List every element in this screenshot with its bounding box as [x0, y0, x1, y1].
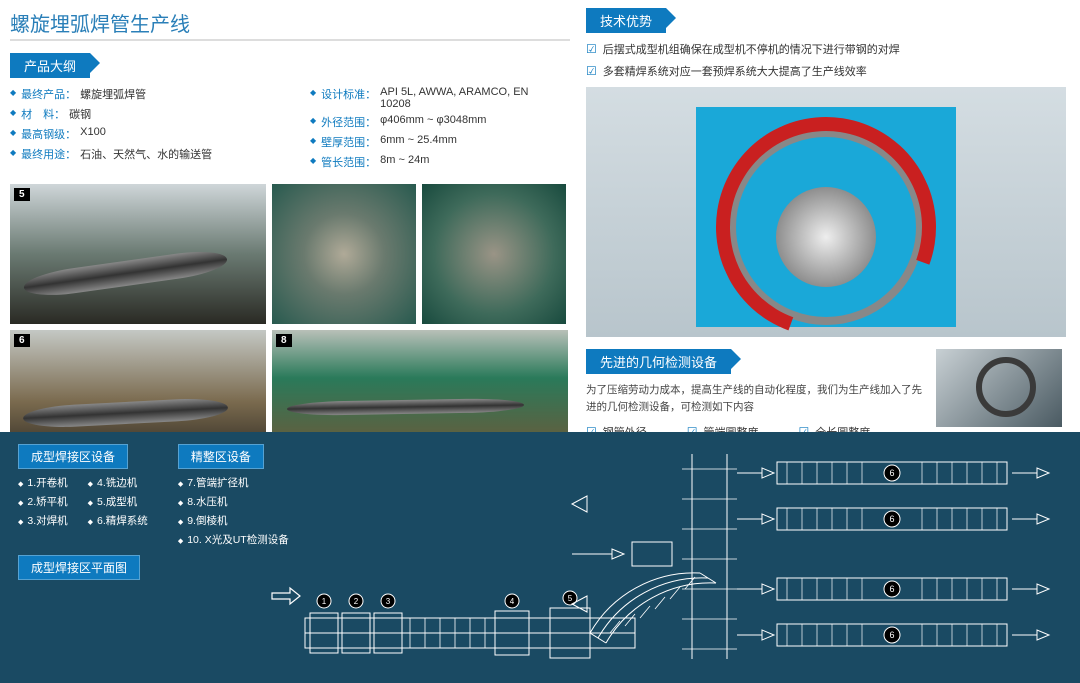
geo-header: 先进的几何检测设备	[586, 349, 731, 374]
equip-item: 4.铣边机	[88, 475, 148, 490]
spec-value: 石油、天然气、水的输送管	[80, 146, 212, 162]
equip-item: 6.精焊系统	[88, 513, 148, 528]
photo-badge: 5	[14, 188, 30, 201]
svg-text:6: 6	[889, 584, 894, 594]
equip-item: 8.水压机	[178, 494, 289, 509]
equip-item: 5.成型机	[88, 494, 148, 509]
spec-value: X100	[80, 126, 106, 142]
spec-label: 材 料：	[21, 106, 65, 122]
tech-item: 多套精焊系统对应一套预焊系统大大提高了生产线效率	[586, 63, 1066, 79]
page-title: 螺旋埋弧焊管生产线	[10, 8, 570, 41]
spec-label: 管长范围：	[321, 154, 376, 170]
tech-advantage-header: 技术优势	[586, 8, 666, 33]
spec-label: 最终用途：	[21, 146, 76, 162]
svg-text:6: 6	[889, 630, 894, 640]
spec-label: 最终产品：	[21, 86, 76, 102]
spec-value: API 5L, AWWA, ARAMCO, EN 10208	[380, 86, 550, 110]
bottom-section: 成型焊接区设备 1.开卷机 2.矫平机 3.对焊机 4.铣边机 5.成型机 6.…	[0, 432, 1080, 683]
svg-text:3: 3	[386, 597, 391, 606]
svg-text:6: 6	[889, 514, 894, 524]
equip-item: 3.对焊机	[18, 513, 68, 528]
forming-header: 成型焊接区设备	[18, 444, 128, 469]
product-outline-header: 产品大纲	[10, 53, 90, 78]
small-photo	[936, 349, 1062, 427]
spec-label: 设计标准：	[321, 86, 376, 110]
spec-value: 螺旋埋弧焊管	[80, 86, 146, 102]
photo-badge: 8	[276, 334, 292, 347]
spec-col-right: 设计标准：API 5L, AWWA, ARAMCO, EN 10208 外径范围…	[310, 86, 550, 174]
photo-6a	[272, 184, 416, 324]
svg-text:1: 1	[322, 597, 327, 606]
big-machine-photo	[586, 87, 1066, 337]
finishing-header: 精整区设备	[178, 444, 264, 469]
geo-desc: 为了压缩劳动力成本，提高生产线的自动化程度，我们为生产线加入了先进的几何检测设备…	[586, 382, 926, 416]
spec-label: 外径范围：	[321, 114, 376, 130]
spec-label: 壁厚范围：	[321, 134, 376, 150]
svg-text:2: 2	[354, 597, 359, 606]
spec-value: φ406mm ~ φ3048mm	[380, 114, 486, 130]
equip-item: 9.倒棱机	[178, 513, 289, 528]
photo-badge: 6	[14, 334, 30, 347]
spec-col-left: 最终产品：螺旋埋弧焊管 材 料：碳钢 最高钢级：X100 最终用途：石油、天然气…	[10, 86, 250, 174]
equip-item: 2.矫平机	[18, 494, 68, 509]
spec-value: 碳钢	[69, 106, 91, 122]
spec-value: 6mm ~ 25.4mm	[380, 134, 457, 150]
equip-item: 1.开卷机	[18, 475, 68, 490]
equip-item: 10. X光及UT检测设备	[178, 532, 289, 547]
spec-value: 8m ~ 24m	[380, 154, 429, 170]
photo-5: 5	[10, 184, 266, 324]
photo-6b	[422, 184, 566, 324]
finishing-diagram: 6 6 6 6	[562, 444, 1062, 674]
equip-item: 7.管端扩径机	[178, 475, 289, 490]
svg-text:6: 6	[889, 468, 894, 478]
svg-text:4: 4	[510, 597, 515, 606]
spec-row: 最终产品：螺旋埋弧焊管 材 料：碳钢 最高钢级：X100 最终用途：石油、天然气…	[10, 86, 570, 174]
spec-label: 最高钢级：	[21, 126, 76, 142]
tech-item: 后摆式成型机组确保在成型机不停机的情况下进行带钢的对焊	[586, 41, 1066, 57]
